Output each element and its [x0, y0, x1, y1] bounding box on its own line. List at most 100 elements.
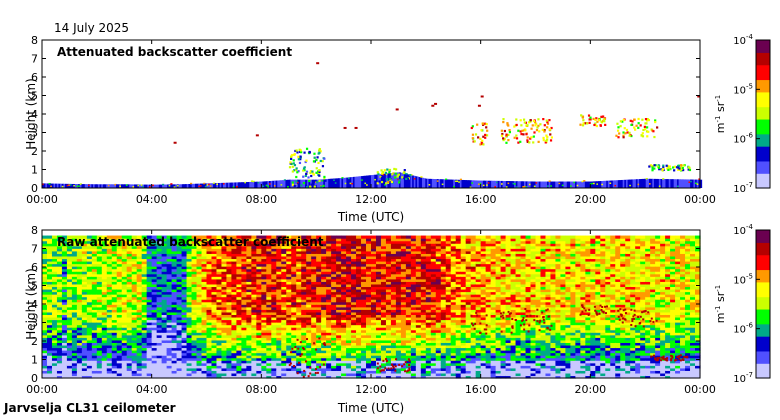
raw-signal-cell	[366, 301, 372, 305]
raw-signal-cell	[356, 342, 362, 346]
raw-signal-cell	[331, 316, 337, 321]
cloud-cell	[588, 121, 591, 124]
raw-signal-cell	[156, 291, 163, 295]
cloud-cell	[543, 124, 546, 127]
raw-signal-cell	[326, 329, 332, 333]
aerosol-speck	[203, 182, 206, 185]
raw-signal-cell	[141, 316, 148, 321]
cloud-cell	[481, 139, 484, 142]
aerosol-cell	[484, 180, 487, 188]
raw-signal-cell	[351, 365, 357, 369]
raw-signal-cell	[296, 316, 302, 321]
raw-signal-cell	[46, 276, 53, 280]
aerosol-cell	[147, 184, 150, 188]
raw-signal-cell	[261, 235, 267, 239]
raw-signal-cell	[236, 258, 242, 262]
raw-signal-cell	[306, 304, 312, 308]
raw-signal-cell	[76, 306, 83, 310]
raw-signal-cell	[86, 258, 93, 262]
aerosol-cell	[219, 182, 222, 188]
raw-signal-cell	[301, 365, 307, 369]
raw-signal-cell	[131, 339, 138, 343]
raw-signal-cell	[141, 296, 148, 300]
cloud-cell	[545, 139, 548, 143]
raw-signal-cell	[56, 311, 63, 316]
raw-signal-cell	[106, 360, 113, 364]
raw-signal-cell	[186, 375, 193, 379]
raw-signal-cell	[321, 334, 327, 338]
raw-signal-cell	[311, 347, 317, 351]
raw-signal-cell	[66, 311, 73, 316]
raw-signal-cell	[126, 339, 133, 343]
colorbar-segment	[756, 138, 770, 142]
raw-signal-cell	[236, 294, 242, 298]
raw-signal-cell	[181, 276, 188, 280]
raw-signal-cell	[321, 240, 327, 244]
cloud-cell	[309, 171, 312, 175]
raw-signal-cell	[136, 250, 143, 254]
raw-signal-cell	[81, 372, 88, 377]
raw-signal-cell	[380, 291, 387, 295]
raw-signal-cell	[191, 304, 198, 308]
raw-signal-cell	[281, 362, 287, 366]
raw-signal-cell	[136, 322, 143, 326]
raw-signal-cell	[116, 332, 123, 336]
raw-signal-cell	[141, 253, 148, 257]
aerosol-speck	[267, 185, 270, 188]
raw-signal-cell	[121, 276, 128, 280]
raw-signal-cell	[346, 238, 352, 242]
raw-signal-cell	[121, 367, 128, 371]
cloud-cell	[503, 137, 506, 141]
raw-signal-cell	[361, 271, 367, 275]
raw-signal-cell	[251, 322, 257, 326]
raw-signal-cell	[271, 344, 277, 349]
raw-signal-cell	[311, 288, 317, 293]
raw-signal-cell	[206, 283, 213, 288]
aerosol-cell	[155, 184, 158, 188]
raw-signal-cell	[166, 347, 173, 351]
aerosol-cell	[402, 173, 405, 188]
raw-signal-cell	[126, 258, 133, 262]
aerosol-cell	[86, 184, 89, 188]
raw-signal-cell	[46, 365, 53, 369]
raw-signal-cell	[356, 243, 362, 247]
raw-signal-cell	[71, 350, 78, 354]
raw-signal-cell	[226, 370, 233, 374]
raw-signal-cell	[311, 334, 317, 338]
raw-signal-cell	[42, 273, 48, 277]
raw-signal-cell	[216, 263, 223, 267]
raw-signal-cell	[86, 311, 93, 316]
raw-signal-cell	[216, 347, 223, 351]
raw-signal-cell	[341, 327, 347, 331]
raw-signal-cell	[336, 271, 342, 275]
raw-signal-cell	[296, 291, 302, 295]
raw-signal-cell	[256, 263, 262, 267]
raw-signal-cell	[131, 355, 138, 359]
raw-signal-cell	[356, 301, 362, 305]
raw-signal-cell	[366, 360, 372, 364]
raw-signal-cell	[366, 283, 372, 288]
raw-signal-cell	[291, 360, 297, 364]
raw-signal-cell	[131, 243, 138, 247]
raw-signal-cell	[236, 322, 242, 326]
raw-signal-cell	[276, 240, 282, 244]
aerosol-speck	[698, 178, 701, 180]
raw-signal-cell	[331, 258, 337, 262]
raw-signal-cell	[366, 355, 372, 359]
raw-signal-cell	[356, 350, 362, 354]
raw-signal-cell	[61, 235, 68, 239]
cloud-cell	[298, 161, 302, 165]
raw-signal-cell	[196, 360, 203, 364]
cloud-cell	[637, 122, 640, 125]
raw-signal-cell	[375, 314, 382, 318]
raw-signal-cell	[151, 263, 158, 267]
raw-signal-cell	[111, 240, 118, 244]
raw-signal-cell	[76, 294, 83, 298]
raw-signal-cell	[201, 309, 208, 313]
raw-signal-cell	[201, 248, 208, 252]
raw-signal-cell	[336, 362, 342, 366]
raw-signal-cell	[276, 365, 282, 369]
cloud-cell	[544, 141, 547, 144]
raw-signal-cell	[281, 355, 287, 359]
raw-signal-cell	[226, 260, 233, 265]
